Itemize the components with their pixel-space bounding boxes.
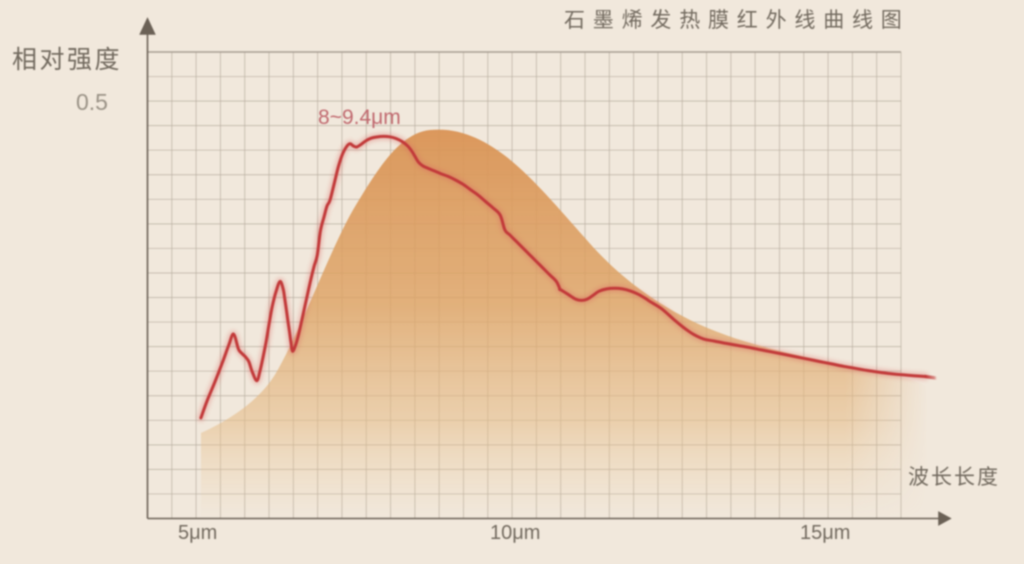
svg-text:0.5: 0.5	[76, 89, 108, 115]
svg-text:10μm: 10μm	[490, 522, 540, 544]
svg-text:相对强度: 相对强度	[12, 46, 122, 74]
svg-text:波长长度: 波长长度	[908, 466, 1000, 489]
svg-text:8~9.4μm: 8~9.4μm	[318, 106, 401, 129]
svg-text:15μm: 15μm	[800, 522, 850, 544]
svg-text:石墨烯发热膜红外线曲线图: 石墨烯发热膜红外线曲线图	[564, 9, 910, 32]
svg-text:5μm: 5μm	[178, 522, 217, 544]
